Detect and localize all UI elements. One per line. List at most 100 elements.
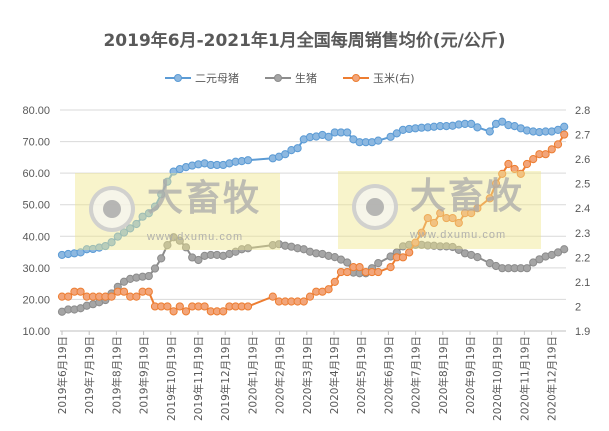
data-point-series-0 — [107, 238, 116, 247]
data-point-series-2 — [547, 145, 556, 154]
data-point-series-2 — [454, 218, 463, 228]
data-point-series-2 — [560, 130, 569, 139]
data-point-series-0 — [126, 224, 135, 233]
y-left-tick-label: 50.00 — [22, 200, 50, 212]
x-tick-label: 2020年11月19日 — [518, 336, 531, 421]
x-tick-label: 2020年8月19日 — [437, 336, 450, 414]
x-tick-label: 2019年10月19日 — [165, 336, 178, 421]
data-point-series-0 — [132, 219, 141, 229]
data-point-series-2 — [163, 302, 172, 311]
data-point-series-2 — [436, 209, 445, 218]
data-point-series-2 — [76, 287, 85, 296]
data-point-series-2 — [485, 194, 494, 203]
x-tick-label: 2020年4月19日 — [328, 336, 341, 414]
data-point-series-2 — [343, 267, 352, 277]
data-point-series-0 — [293, 144, 302, 153]
data-point-series-1 — [194, 255, 203, 265]
data-point-series-2 — [529, 155, 538, 164]
data-point-series-2 — [398, 253, 408, 262]
data-point-series-1 — [343, 258, 352, 267]
data-point-series-2 — [522, 159, 532, 169]
x-tick-label: 2019年7月19日 — [83, 336, 96, 414]
data-point-series-0 — [163, 177, 172, 186]
y-left-tick-label: 10.00 — [22, 326, 50, 338]
data-point-series-2 — [175, 302, 184, 311]
data-point-series-2 — [330, 277, 339, 286]
data-point-series-0 — [119, 228, 129, 237]
data-point-series-2 — [181, 307, 191, 316]
y-right-tick-label: 2 — [575, 301, 581, 313]
legend-marker-sow — [165, 74, 191, 82]
x-tick-label: 2020年9月19日 — [464, 336, 477, 414]
data-point-series-1 — [175, 236, 184, 245]
data-point-series-0 — [138, 212, 147, 221]
data-point-series-2 — [423, 213, 432, 223]
watermark-brand: 大畜牧 — [147, 178, 262, 219]
x-tick-label: 2020年2月19日 — [274, 336, 287, 414]
data-point-series-0 — [560, 122, 569, 131]
data-point-series-2 — [467, 209, 476, 218]
data-point-series-2 — [219, 307, 228, 316]
data-point-series-0 — [374, 136, 383, 145]
data-point-series-2 — [405, 248, 414, 257]
data-point-series-2 — [448, 213, 457, 223]
y-left-tick-label: 70.00 — [22, 137, 50, 149]
data-point-series-2 — [429, 218, 439, 228]
data-point-series-0 — [243, 156, 253, 165]
data-point-series-1 — [181, 243, 191, 252]
y-right-tick-label: 2.8 — [575, 105, 590, 117]
y-right-tick-label: 2.4 — [575, 203, 590, 215]
x-tick-label: 2020年10月19日 — [491, 336, 504, 421]
x-tick-label: 2019年9月19日 — [138, 336, 151, 414]
data-point-series-2 — [553, 140, 563, 149]
data-point-series-2 — [64, 292, 73, 301]
x-tick-label: 2020年1月19日 — [246, 336, 259, 414]
data-point-series-0 — [392, 129, 401, 138]
data-point-series-0 — [324, 132, 333, 141]
data-point-series-2 — [498, 169, 507, 178]
data-point-series-0 — [144, 209, 153, 218]
x-tick-label: 2019年11月19日 — [192, 336, 205, 421]
y-left-tick-label: 60.00 — [22, 168, 50, 180]
x-tick-label: 2020年5月19日 — [355, 336, 368, 414]
data-point-series-0 — [485, 127, 494, 136]
data-point-series-2 — [324, 285, 333, 294]
data-point-series-0 — [281, 150, 290, 159]
data-point-series-1 — [144, 271, 153, 281]
data-point-series-1 — [560, 245, 569, 254]
y-left-tick-label: 80.00 — [22, 105, 50, 117]
data-point-series-2 — [299, 297, 308, 306]
data-point-series-0 — [113, 232, 122, 241]
data-point-series-1 — [150, 264, 160, 273]
data-point-series-2 — [516, 169, 525, 178]
legend-label-corn: 玉米(右) — [373, 72, 415, 85]
legend-label-sow: 二元母猪 — [195, 72, 239, 85]
data-point-series-2 — [510, 164, 519, 174]
data-point-series-0 — [467, 119, 476, 128]
watermark-url: www.dxumu.com — [410, 229, 507, 241]
x-tick-label: 2019年6月19日 — [56, 336, 69, 414]
data-point-series-0 — [343, 128, 352, 137]
legend: 二元母猪 生猪 玉米(右) — [165, 70, 415, 86]
data-point-series-2 — [144, 287, 153, 296]
data-point-series-0 — [101, 241, 110, 251]
y-right-tick-label: 2.6 — [575, 154, 590, 166]
watermark-left: 大畜牧 www.dxumu.com — [75, 173, 280, 250]
data-point-series-2 — [473, 204, 482, 213]
x-tick-label: 2020年7月19日 — [410, 336, 423, 414]
data-point-series-2 — [169, 307, 178, 316]
data-point-series-1 — [522, 264, 532, 273]
y-left-tick-label: 40.00 — [22, 231, 50, 243]
data-point-series-2 — [504, 159, 513, 169]
data-point-series-2 — [411, 238, 420, 247]
data-point-series-0 — [473, 123, 482, 132]
data-point-series-1 — [163, 241, 172, 250]
data-point-series-2 — [268, 292, 277, 301]
data-point-series-2 — [417, 228, 426, 237]
data-point-series-0 — [157, 190, 166, 199]
legend-marker-corn — [343, 74, 369, 82]
data-point-series-1 — [374, 259, 383, 268]
watermark-brand: 大畜牧 — [410, 176, 525, 217]
x-tick-label: 2020年12月19日 — [546, 336, 559, 421]
